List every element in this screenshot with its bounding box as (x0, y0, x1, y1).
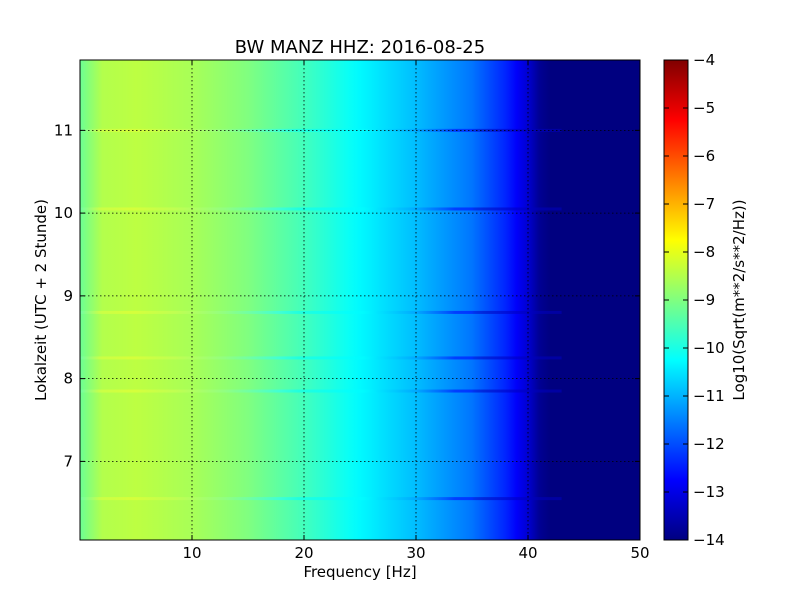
colorbar-tick-label: −13 (693, 483, 725, 501)
y-tick-label: 10 (54, 204, 73, 222)
x-tick-label: 50 (630, 544, 649, 562)
x-tick-label: 30 (406, 544, 425, 562)
chart-title: BW MANZ HHZ: 2016-08-25 (235, 37, 485, 58)
grid-lines (80, 60, 640, 540)
y-tick-label: 9 (63, 287, 73, 305)
x-tick-label: 40 (518, 544, 537, 562)
colorbar-tick-label: −7 (693, 195, 715, 213)
colorbar-tick-label: −11 (693, 387, 725, 405)
colorbar-tick-label: −9 (693, 291, 715, 309)
y-tick-label: 7 (63, 452, 73, 470)
heatmap-band (80, 389, 562, 393)
x-axis-label: Frequency [Hz] (303, 563, 416, 581)
colorbar-tick-label: −6 (693, 147, 715, 165)
x-tick-label: 20 (294, 544, 313, 562)
heatmap-band (80, 310, 562, 314)
colorbar-tick-label: −10 (693, 339, 725, 357)
colorbar-tick-label: −5 (693, 99, 715, 117)
y-tick-label: 8 (63, 370, 73, 388)
x-axis-ticks: 10 20 30 40 50 (182, 60, 650, 562)
colorbar-tick-label: −4 (693, 51, 715, 69)
heatmap-band (80, 356, 562, 360)
colorbar-tick-label: −12 (693, 435, 725, 453)
plot-area: 10 20 30 40 50 7 8 9 10 11 (54, 59, 650, 562)
plot-frame (79, 59, 641, 541)
y-axis-ticks: 7 8 9 10 11 (54, 121, 640, 470)
y-axis-label: Lokalzeit (UTC + 2 Stunde) (32, 199, 50, 401)
colorbar: −4 −5 −6 −7 −8 −9 −10 −11 −12 −13 −14 Log10(Sqrt(m… (663, 51, 748, 549)
heatmap-background (80, 60, 640, 540)
colorbar-ticks: −4 −5 −6 −7 −8 −9 −10 −11 −12 −13 −14 (664, 51, 725, 549)
colorbar-tick-label: −8 (693, 243, 715, 261)
heatmap-band (80, 497, 562, 501)
heatmap-band (80, 207, 562, 211)
x-tick-label: 10 (182, 544, 201, 562)
colorbar-tick-label: −14 (693, 531, 725, 549)
y-tick-label: 11 (54, 121, 73, 139)
colorbar-label: Log10(Sqrt(m**2/s**2/Hz)) (730, 199, 748, 400)
